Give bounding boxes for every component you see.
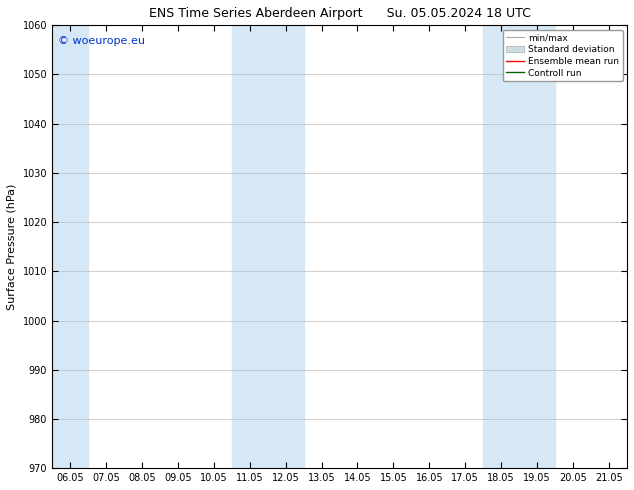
- Title: ENS Time Series Aberdeen Airport      Su. 05.05.2024 18 UTC: ENS Time Series Aberdeen Airport Su. 05.…: [148, 7, 531, 20]
- Bar: [483, 25, 555, 468]
- Text: © woeurope.eu: © woeurope.eu: [58, 36, 145, 47]
- Y-axis label: Surface Pressure (hPa): Surface Pressure (hPa): [7, 184, 17, 310]
- Bar: [231, 25, 304, 468]
- Bar: [52, 25, 88, 468]
- Legend: min/max, Standard deviation, Ensemble mean run, Controll run: min/max, Standard deviation, Ensemble me…: [503, 30, 623, 81]
